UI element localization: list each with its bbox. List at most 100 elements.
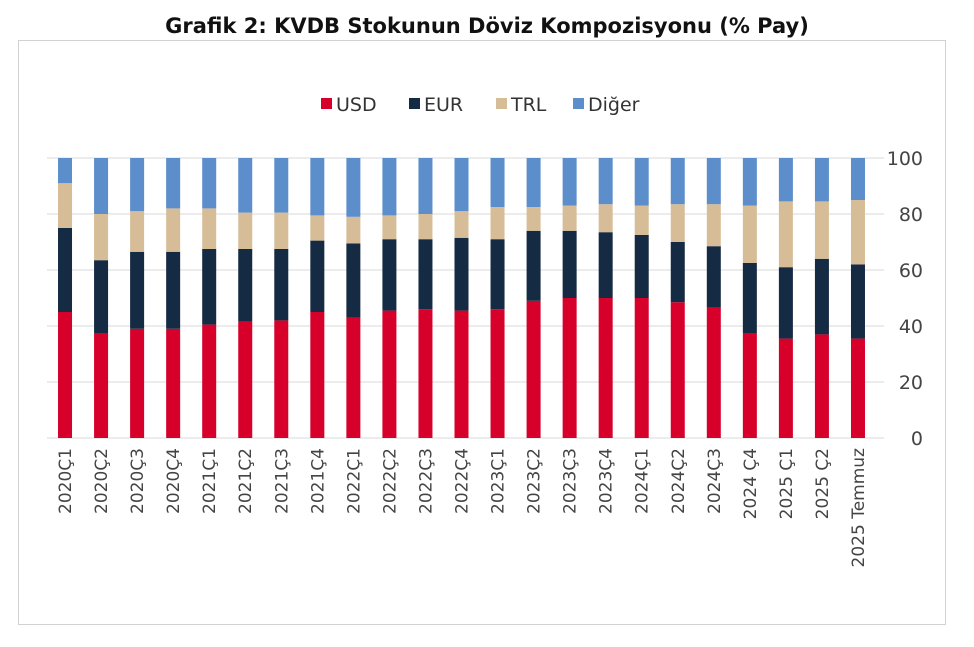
bar-trl-10 — [418, 214, 433, 240]
x-tick-label: 2022Ç3 — [416, 448, 436, 514]
legend-swatch-usd — [321, 98, 332, 109]
bar-eur-1 — [94, 260, 109, 333]
bar-trl-11 — [454, 211, 469, 238]
y-tick-label: 20 — [899, 372, 923, 394]
bar-diğer-19 — [742, 158, 757, 206]
bar-diğer-13 — [526, 158, 541, 207]
bar-usd-11 — [454, 310, 469, 438]
legend-label-trl: TRL — [510, 94, 547, 116]
bar-diğer-17 — [670, 158, 685, 205]
bar-eur-6 — [274, 249, 289, 321]
x-tick-label: 2022Ç4 — [453, 448, 473, 514]
bar-diğer-15 — [598, 158, 613, 205]
bar-trl-18 — [706, 204, 721, 247]
bar-eur-8 — [346, 243, 361, 318]
y-tick-label: 0 — [911, 428, 923, 450]
x-tick-label: 2023Ç3 — [561, 448, 581, 514]
bar-usd-16 — [634, 298, 649, 438]
bar-usd-6 — [274, 320, 289, 438]
bar-diğer-3 — [166, 158, 181, 209]
legend: USD EUR TRL Diğer — [321, 94, 640, 116]
y-tick-label: 80 — [899, 204, 923, 226]
bar-trl-12 — [490, 207, 505, 240]
bar-trl-21 — [814, 201, 829, 259]
bar-diğer-16 — [634, 158, 649, 206]
bar-trl-1 — [94, 214, 109, 261]
bar-eur-0 — [58, 228, 73, 312]
x-tick-label: 2022Ç1 — [344, 448, 364, 514]
x-tick-label: 2024 Ç4 — [741, 448, 761, 519]
bar-diğer-6 — [274, 158, 289, 213]
bar-trl-5 — [238, 212, 253, 249]
bar-eur-15 — [598, 232, 613, 298]
bar-usd-22 — [850, 338, 865, 438]
legend-swatch-trl — [496, 98, 507, 109]
y-axis-ticks: 0 20 40 60 80 100 — [887, 148, 923, 450]
legend-label-eur: EUR — [424, 94, 463, 116]
bar-diğer-2 — [130, 158, 145, 212]
bar-diğer-11 — [454, 158, 469, 212]
bar-eur-7 — [310, 240, 325, 312]
bar-usd-15 — [598, 298, 613, 438]
x-tick-label: 2024Ç1 — [633, 448, 653, 514]
bar-trl-22 — [850, 200, 865, 265]
bar-trl-2 — [130, 211, 145, 252]
x-tick-label: 2021Ç1 — [200, 448, 220, 514]
bar-trl-6 — [274, 212, 289, 249]
x-tick-label: 2020Ç4 — [164, 448, 184, 514]
bar-eur-4 — [202, 249, 217, 325]
bar-trl-16 — [634, 205, 649, 235]
x-tick-label: 2024Ç2 — [669, 448, 689, 514]
bar-eur-10 — [418, 239, 433, 310]
bar-usd-21 — [814, 334, 829, 438]
x-tick-label: 2024Ç3 — [705, 448, 725, 514]
x-tick-label: 2021Ç3 — [272, 448, 292, 514]
bar-trl-3 — [166, 208, 181, 252]
bar-diğer-7 — [310, 158, 325, 216]
bar-eur-14 — [562, 230, 577, 298]
bar-eur-9 — [382, 239, 397, 311]
bar-diğer-10 — [418, 158, 433, 214]
bar-usd-2 — [130, 328, 145, 438]
x-tick-label: 2021Ç2 — [236, 448, 256, 514]
bar-eur-11 — [454, 237, 469, 311]
bar-diğer-1 — [94, 158, 109, 214]
bar-eur-20 — [778, 267, 793, 339]
y-tick-label: 60 — [899, 260, 923, 282]
legend-swatch-eur — [409, 98, 420, 109]
x-tick-label: 2025 Ç1 — [777, 448, 797, 519]
bar-eur-22 — [850, 264, 865, 339]
bar-eur-3 — [166, 251, 181, 329]
bar-usd-3 — [166, 328, 181, 438]
bar-eur-2 — [130, 251, 145, 329]
bar-usd-9 — [382, 310, 397, 438]
x-tick-label: 2023Ç2 — [525, 448, 545, 514]
bar-usd-10 — [418, 309, 433, 438]
x-axis-ticks: 2020Ç1 2020Ç2 2020Ç3 2020Ç4 2021Ç1 2021Ç2 2021… — [56, 448, 869, 568]
x-tick-label: 2020Ç2 — [92, 448, 112, 514]
bar-eur-17 — [670, 242, 685, 303]
legend-label-usd: USD — [336, 94, 377, 116]
bar-usd-20 — [778, 338, 793, 438]
bar-trl-13 — [526, 207, 541, 231]
x-tick-label: 2021Ç4 — [308, 448, 328, 514]
legend-label-diğer: Diğer — [588, 94, 640, 116]
x-tick-label: 2023Ç1 — [489, 448, 509, 514]
bar-diğer-22 — [850, 158, 865, 200]
bar-trl-7 — [310, 215, 325, 241]
bar-eur-21 — [814, 258, 829, 335]
chart-frame — [18, 40, 946, 625]
bar-usd-4 — [202, 324, 217, 438]
bar-usd-8 — [346, 317, 361, 438]
bar-usd-13 — [526, 300, 541, 438]
chart-title: Grafik 2: KVDB Stokunun Döviz Kompozisyo… — [165, 14, 809, 38]
x-tick-label: 2020Ç3 — [128, 448, 148, 514]
bar-usd-5 — [238, 321, 253, 438]
bar-usd-18 — [706, 307, 721, 438]
bar-usd-19 — [742, 333, 757, 438]
bar-diğer-4 — [202, 158, 217, 209]
bar-eur-19 — [742, 263, 757, 333]
bar-diğer-18 — [706, 158, 721, 205]
bar-trl-4 — [202, 208, 217, 249]
